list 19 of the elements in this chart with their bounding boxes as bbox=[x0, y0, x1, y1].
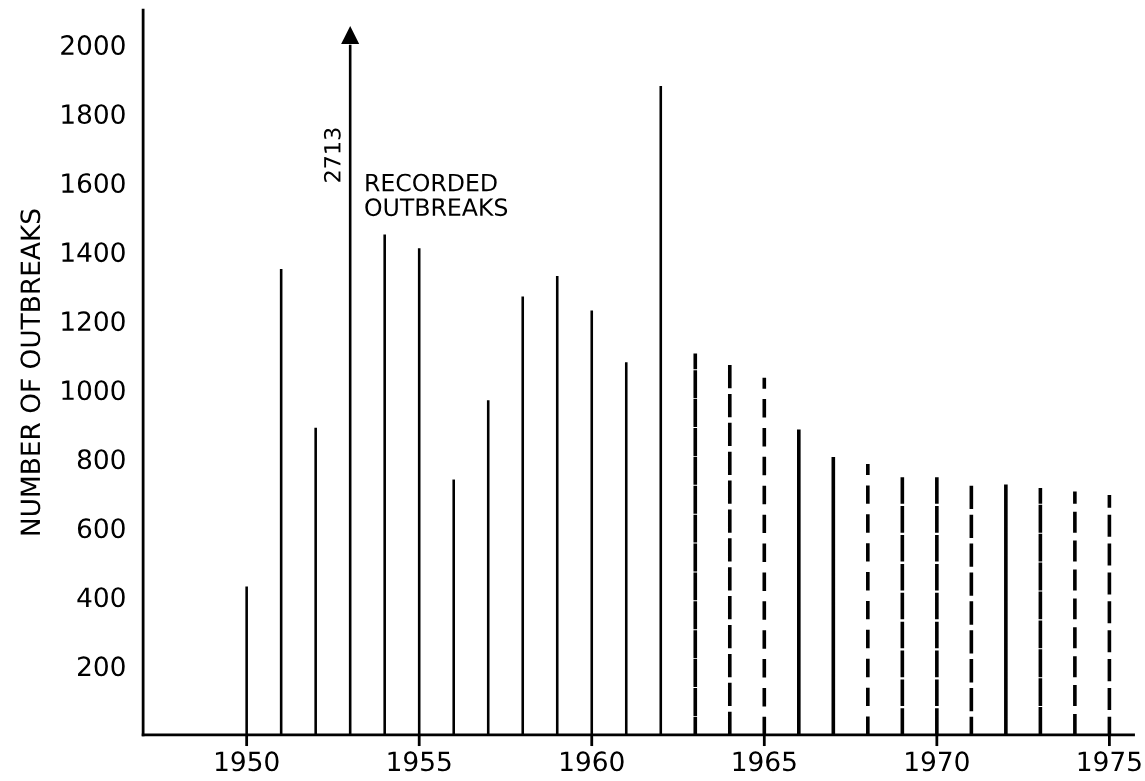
y-tick-label: 1600 bbox=[62, 173, 125, 194]
y-tick-label: 1400 bbox=[62, 242, 125, 263]
x-tick-label: 1950 bbox=[215, 751, 279, 772]
y-tick-label: 200 bbox=[78, 656, 125, 677]
series-label: RECORDED OUTBREAKS bbox=[365, 173, 508, 217]
y-tick-label: 800 bbox=[77, 449, 125, 470]
y-tick-label: 600 bbox=[77, 518, 125, 539]
x-tick-label: 1965 bbox=[733, 751, 796, 772]
x-tick-label: 1960 bbox=[561, 751, 624, 772]
y-axis-title: NUMBER OF OUTBREAKS bbox=[20, 209, 41, 535]
x-tick-label: 1975 bbox=[1078, 751, 1141, 772]
y-tick-label: 1000 bbox=[62, 380, 125, 401]
annotation: 2713 bbox=[323, 128, 341, 182]
y-tick-label: 1800 bbox=[62, 104, 125, 125]
y-tick-label: 1200 bbox=[62, 311, 125, 332]
y-tick-label: 400 bbox=[77, 587, 125, 608]
y-tick-label: 2000 bbox=[61, 35, 125, 56]
x-tick-label: 1970 bbox=[906, 751, 969, 772]
x-tick-label: 1955 bbox=[388, 751, 451, 772]
